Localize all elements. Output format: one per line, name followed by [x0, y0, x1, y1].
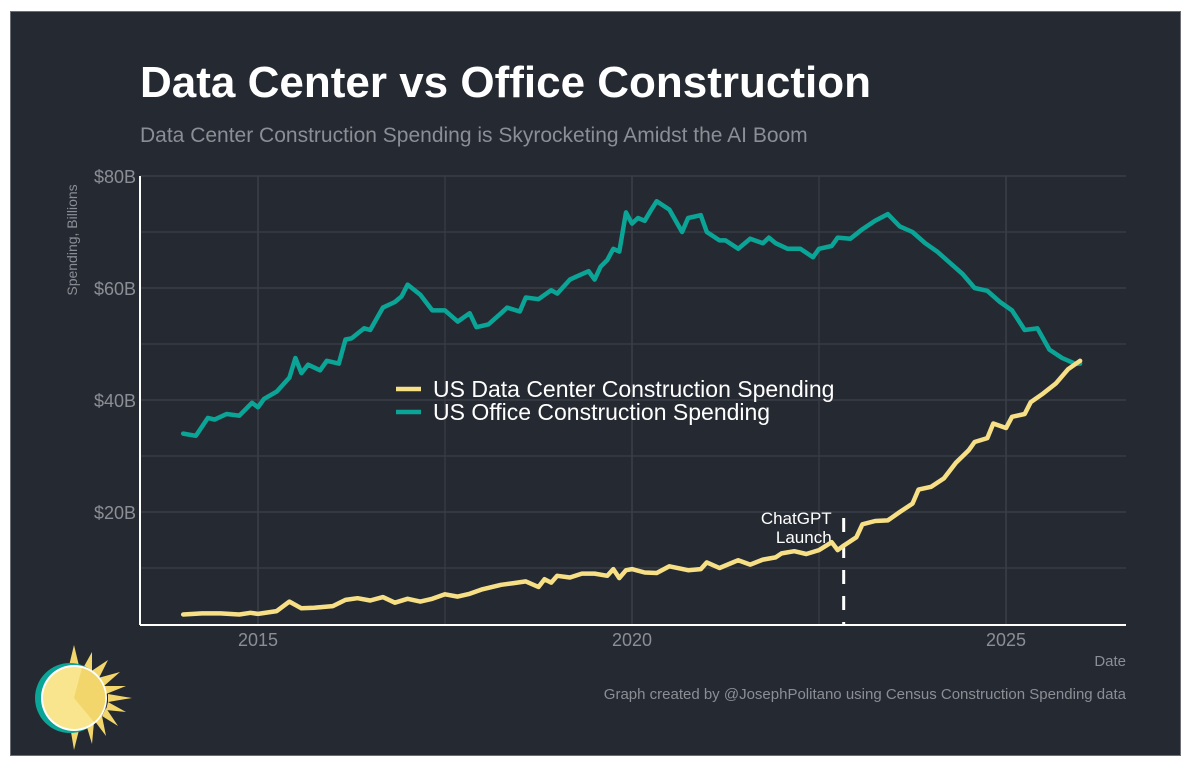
legend-label: US Data Center Construction Spending — [433, 376, 834, 402]
x-tick-label: 2020 — [612, 630, 652, 650]
data-center-series-line — [180, 358, 1083, 617]
chart-subtitle: Data Center Construction Spending is Sky… — [140, 124, 808, 147]
annotation-label-line1: ChatGPT — [761, 509, 832, 528]
x-tick-label: 2025 — [986, 630, 1026, 650]
chart-panel — [10, 11, 1181, 756]
x-axis-label: Date — [1094, 653, 1126, 670]
annotation-label-line2: Launch — [776, 528, 832, 547]
sun-logo-icon — [35, 645, 132, 750]
y-tick-label: $60B — [94, 279, 136, 299]
chart-title: Data Center vs Office Construction — [140, 58, 872, 107]
office-series-line — [180, 198, 1083, 439]
y-tick-label: $80B — [94, 167, 136, 187]
legend-label: US Office Construction Spending — [433, 399, 770, 425]
source-caption: Graph created by @JosephPolitano using C… — [603, 686, 1126, 703]
y-tick-label: $40B — [94, 391, 136, 411]
x-tick-label: 2015 — [238, 630, 278, 650]
y-axis-label: Spending, Billions — [64, 184, 80, 295]
y-tick-label: $20B — [94, 503, 136, 523]
